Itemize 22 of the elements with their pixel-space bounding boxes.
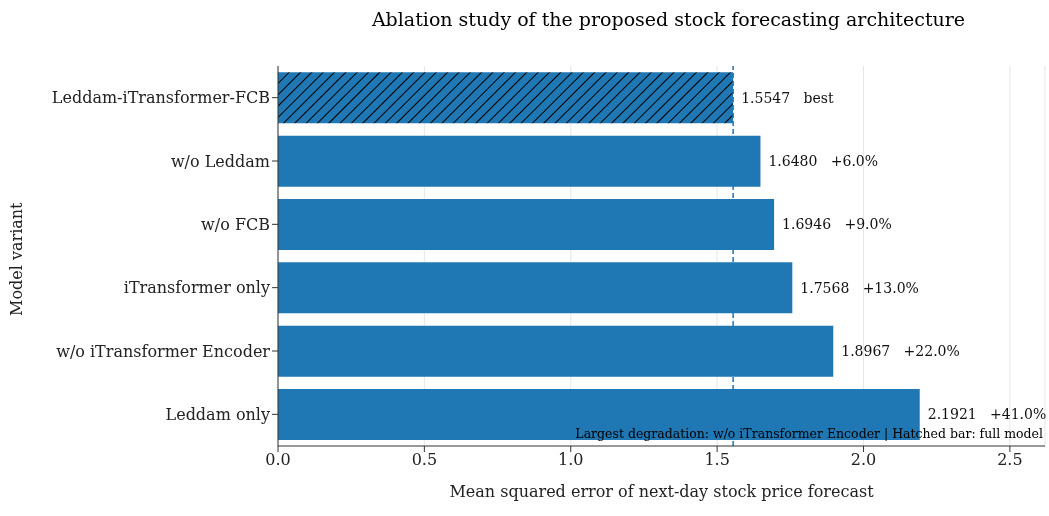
data-label: 1.8967 +22.0% xyxy=(841,343,960,360)
x-tick-label: 1.0 xyxy=(558,450,584,470)
x-tick-label: 1.5 xyxy=(704,450,730,470)
data-label: 1.7568 +13.0% xyxy=(800,279,919,296)
data-label: 2.1921 +41.0% xyxy=(927,406,1047,423)
data-label: 1.6946 +9.0% xyxy=(782,216,892,233)
chart-title: Ablation study of the proposed stock forecasting architecture xyxy=(370,8,967,32)
y-tick-label: iTransformer only xyxy=(123,278,270,298)
y-tick-label: Leddam only xyxy=(165,405,270,425)
y-tick-label: Leddam-iTransformer-FCB xyxy=(51,88,270,108)
x-tick-label: 0.5 xyxy=(411,450,438,470)
y-tick-label: w/o iTransformer Encoder xyxy=(56,341,271,361)
data-label: 1.6480 +6.0% xyxy=(768,153,879,170)
x-tick-label: 2.0 xyxy=(850,450,877,470)
x-tick-label: 0.0 xyxy=(265,450,291,470)
y-axis-title: Model variant xyxy=(6,201,26,316)
data-label: 1.5547 best xyxy=(741,89,834,106)
y-tick-label: w/o Leddam xyxy=(170,151,270,171)
x-tick-label: 2.5 xyxy=(997,450,1023,470)
y-tick-label: w/o FCB xyxy=(201,215,270,235)
bar xyxy=(278,72,734,124)
x-axis-title: Mean squared error of next-day stock price forecast xyxy=(449,482,875,501)
